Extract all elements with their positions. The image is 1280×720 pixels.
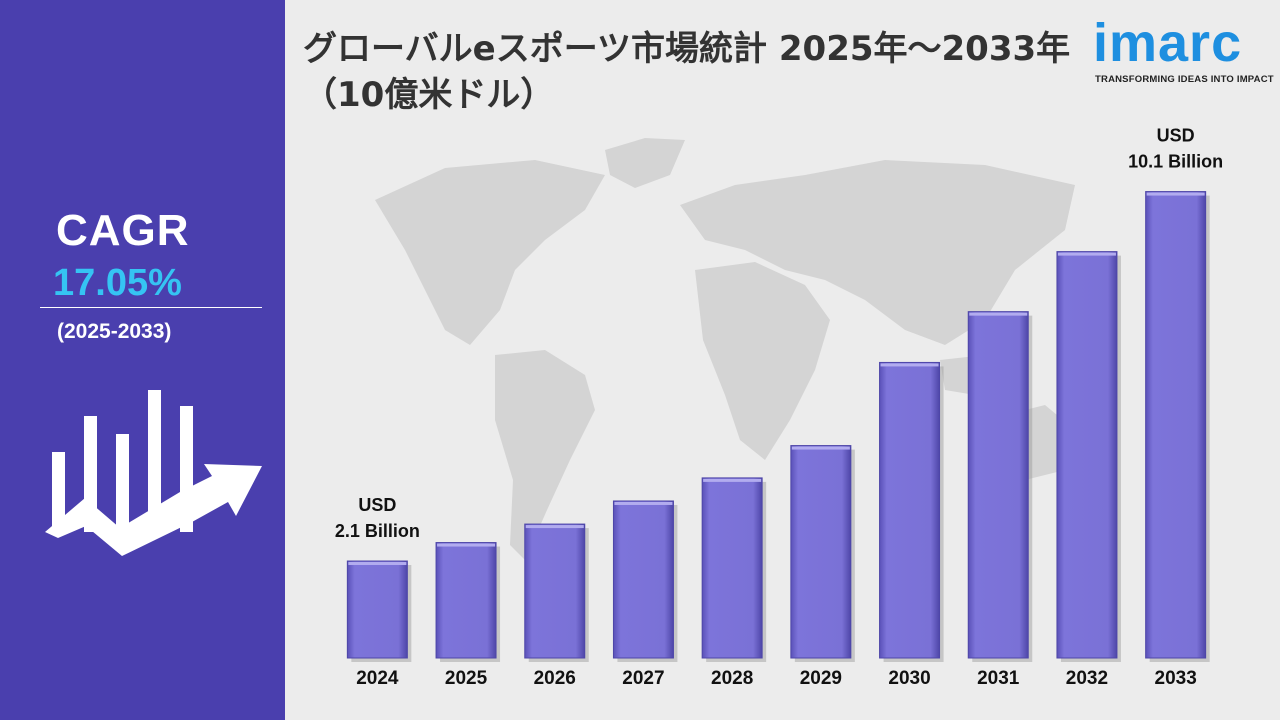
growth-chart-icon <box>45 390 262 556</box>
x-tick-label: 2029 <box>800 668 842 689</box>
logo-wordmark: imarc <box>1093 13 1243 73</box>
x-tick-label: 2031 <box>977 668 1020 689</box>
x-tick-label: 2028 <box>711 668 753 689</box>
x-tick-label: 2032 <box>1066 668 1108 689</box>
x-tick-label: 2027 <box>622 668 664 689</box>
bar-highlight <box>348 562 407 566</box>
bar-2031 <box>967 311 1029 659</box>
bar-highlight <box>525 525 584 529</box>
x-tick-label: 2024 <box>356 668 399 689</box>
bar-highlight <box>969 312 1028 316</box>
world-map-illustration <box>375 138 1075 560</box>
cagr-period: (2025-2033) <box>57 320 172 343</box>
bar-highlight <box>1057 252 1116 256</box>
bar-2027 <box>612 500 674 659</box>
data-label: USD <box>358 495 396 515</box>
x-tick-label: 2026 <box>534 668 576 689</box>
bar-2029 <box>790 445 852 659</box>
cagr-value: 17.05% <box>53 262 182 304</box>
bar-2030 <box>879 361 941 659</box>
data-label: USD <box>1157 126 1195 146</box>
bar-highlight <box>791 446 850 450</box>
data-label: 10.1 Billion <box>1128 152 1223 172</box>
bar-highlight <box>437 543 496 547</box>
bar-chart: 2024 2025 2026 2027 2028 2029 2030 2031 2032 2033… <box>335 126 1223 689</box>
bar-2024 <box>346 560 408 659</box>
chart-title: グローバルeスポーツ市場統計 2025年～2033年（10億米ドル） <box>303 29 1071 115</box>
main-panel: グローバルeスポーツ市場統計 2025年～2033年（10億米ドル） imarc… <box>285 0 1280 720</box>
x-tick-label: 2030 <box>888 668 930 689</box>
bar-2025 <box>435 542 497 659</box>
x-tick-label: 2025 <box>445 668 488 689</box>
bar-2026 <box>524 523 586 659</box>
bar-highlight <box>703 478 762 482</box>
bar-2028 <box>701 477 763 659</box>
bar-2032 <box>1056 251 1118 659</box>
sidebar-panel: CAGR 17.05% (2025-2033) <box>0 0 285 720</box>
bar-2033 <box>1145 191 1207 659</box>
bar-highlight <box>1146 192 1205 196</box>
imarc-logo: imarc TRANSFORMING IDEAS INTO IMPACT <box>1093 12 1274 92</box>
x-tick-label: 2033 <box>1155 668 1197 689</box>
bar-highlight <box>614 501 673 505</box>
cagr-label: CAGR <box>56 206 190 255</box>
bar-highlight <box>880 363 939 367</box>
divider <box>40 307 262 308</box>
logo-tagline: TRANSFORMING IDEAS INTO IMPACT <box>1095 74 1274 85</box>
data-label: 2.1 Billion <box>335 521 420 541</box>
